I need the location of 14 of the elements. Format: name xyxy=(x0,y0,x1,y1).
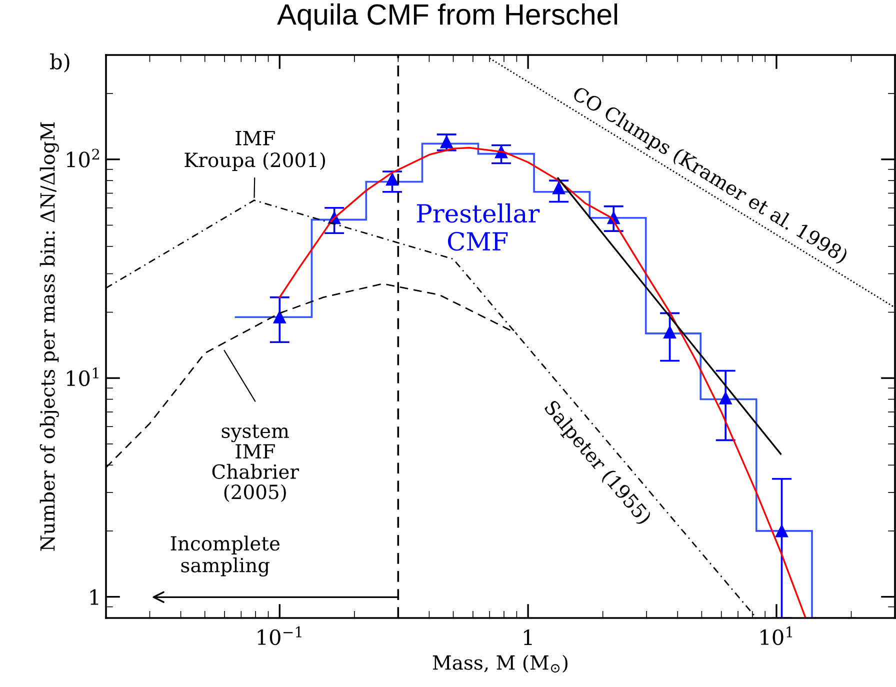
y-tick-label: 10$^{1}$ xyxy=(67,367,98,386)
y-axis-title: Number of objects per mass bin: ΔN/ΔlogM xyxy=(40,122,59,551)
y-tick-label: 1 xyxy=(90,589,98,605)
x-tick-label: 1 xyxy=(524,629,532,645)
annotation: Prestellar CMF xyxy=(416,203,540,251)
annotation: system IMF Chabrier (2005) xyxy=(212,424,299,502)
x-tick-label: 10$^{1}$ xyxy=(760,626,792,646)
x-axis-title: Mass, M (M$_{⊙}$) xyxy=(432,654,568,673)
chart-title: Aquila CMF from Herschel xyxy=(277,3,618,31)
y-tick-label: 10$^{2}$ xyxy=(67,148,100,168)
x-tick-label: 10$^{−1}$ xyxy=(258,626,302,646)
annotation: Incomplete sampling xyxy=(170,536,280,577)
annotation: IMF Kroupa (2001) xyxy=(184,131,326,172)
text: b) xyxy=(50,53,70,72)
